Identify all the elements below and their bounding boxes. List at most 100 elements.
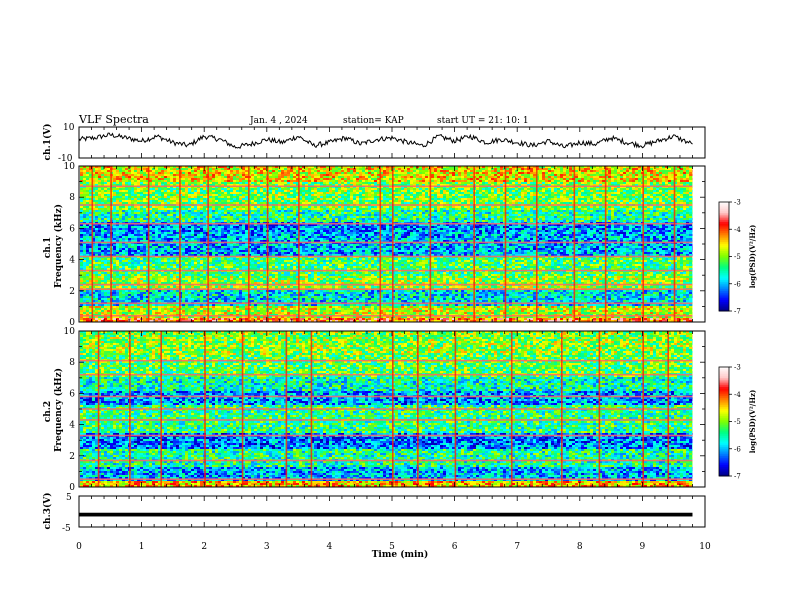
spectrogram-cell — [161, 184, 165, 187]
spectrogram-cell — [146, 166, 150, 169]
spectrogram-cell — [431, 188, 435, 191]
spectrogram-cell — [353, 172, 357, 175]
spectrogram-cell — [410, 168, 414, 171]
spectrogram-cell — [317, 178, 321, 181]
spectrogram-cell — [677, 166, 681, 169]
spectrogram-cell — [290, 170, 294, 173]
spectrogram-cell — [149, 178, 153, 181]
spectrogram-cell — [650, 178, 654, 181]
spectrogram-cell — [260, 176, 264, 179]
spectrogram-cell — [101, 170, 105, 173]
spectrogram-cell — [212, 186, 216, 189]
spectrogram-cell — [239, 188, 243, 191]
spectrogram-cell — [245, 174, 249, 177]
spectrogram-cell — [563, 170, 567, 173]
spectrogram-cell — [638, 176, 642, 179]
spectrogram-cell — [569, 168, 573, 171]
spectrogram-cell — [236, 180, 240, 183]
spectrogram-cell — [419, 180, 423, 183]
spectrogram-cell — [566, 176, 570, 179]
spectrogram-cell — [509, 182, 513, 185]
spectrogram-cell — [251, 168, 255, 171]
spectrogram-cell — [512, 182, 516, 185]
spectrogram-cell — [233, 184, 237, 187]
spectrogram-cell — [203, 172, 207, 175]
spectrogram-cell — [578, 176, 582, 179]
spectrogram-cell — [128, 186, 132, 189]
spectrogram-cell — [479, 174, 483, 177]
spectrogram-cell — [431, 176, 435, 179]
spectrogram-cell — [191, 168, 195, 171]
spectrogram-cell — [608, 166, 612, 169]
spectrogram-cell — [197, 190, 201, 193]
spectrogram-cell — [137, 188, 141, 191]
spectrogram-cell — [488, 178, 492, 181]
spectrogram-cell — [233, 172, 237, 175]
spectrogram-cell — [353, 174, 357, 177]
spectrogram-cell — [623, 172, 627, 175]
spectrogram-cell — [323, 166, 327, 169]
spectrogram-cell — [680, 172, 684, 175]
spectrogram-cell — [218, 176, 222, 179]
spectrogram-cell — [416, 184, 420, 187]
spectrogram-cell — [260, 174, 264, 177]
spectrogram-cell — [281, 170, 285, 173]
spectrogram-cell — [620, 186, 624, 189]
spectrogram-cell — [467, 184, 471, 187]
spectrogram-cell — [497, 168, 501, 171]
spectrogram-cell — [590, 170, 594, 173]
spectrogram-cell — [638, 178, 642, 181]
spectrogram-cell — [488, 166, 492, 169]
spectrogram-cell — [89, 184, 93, 187]
spectrogram-cell — [386, 178, 390, 181]
spectrogram-cell — [650, 170, 654, 173]
spectrogram-cell — [305, 174, 309, 177]
spectrogram-cell — [407, 184, 411, 187]
spectrogram-cell — [323, 186, 327, 189]
spectrogram-cell — [164, 170, 168, 173]
spectrogram-cell — [434, 188, 438, 191]
spectrogram-cell — [230, 180, 234, 183]
spectrogram-cell — [263, 166, 267, 169]
spectrogram-cell — [686, 174, 690, 177]
spectrogram-cell — [383, 180, 387, 183]
spectrogram-cell — [455, 188, 459, 191]
spectrogram-cell — [626, 168, 630, 171]
spectrogram-cell — [329, 190, 333, 193]
spectrogram-cell — [374, 178, 378, 181]
spectrogram-cell — [386, 176, 390, 179]
spectrogram-cell — [677, 172, 681, 175]
spectrogram-cell — [524, 178, 528, 181]
spectrogram-cell — [290, 172, 294, 175]
spectrogram-cell — [464, 178, 468, 181]
start-time-label: start UT = 21: 10: 1 — [437, 116, 529, 126]
spectrogram-cell — [476, 186, 480, 189]
spectrogram-cell — [563, 186, 567, 189]
spectrogram-cell — [158, 184, 162, 187]
spectrogram-cell — [491, 180, 495, 183]
spectrogram-cell — [185, 170, 189, 173]
spectrogram-cell — [578, 188, 582, 191]
spectrogram-cell — [530, 182, 534, 185]
spectrogram-cell — [311, 166, 315, 169]
spectrogram-cell — [620, 178, 624, 181]
spectrogram-cell — [323, 188, 327, 191]
spectrogram-cell — [188, 174, 192, 177]
spectrogram-cell — [263, 188, 267, 191]
spectrogram-cell — [311, 190, 315, 193]
spectrogram-cell — [224, 180, 228, 183]
spectrogram-cell — [182, 182, 186, 185]
spectrogram-cell — [596, 178, 600, 181]
spectrogram-cell — [86, 184, 90, 187]
spectrogram-cell — [485, 188, 489, 191]
spectrogram-cell — [362, 186, 366, 189]
spectrogram-cell — [482, 172, 486, 175]
spectrogram-cell — [395, 176, 399, 179]
spectrogram-cell — [299, 176, 303, 179]
spectrogram-cell — [605, 172, 609, 175]
spectrogram-cell — [353, 182, 357, 185]
spectrogram-cell — [614, 166, 618, 169]
spectrogram-cell — [635, 170, 639, 173]
spectrogram-cell — [269, 180, 273, 183]
spectrogram-cell — [161, 170, 165, 173]
